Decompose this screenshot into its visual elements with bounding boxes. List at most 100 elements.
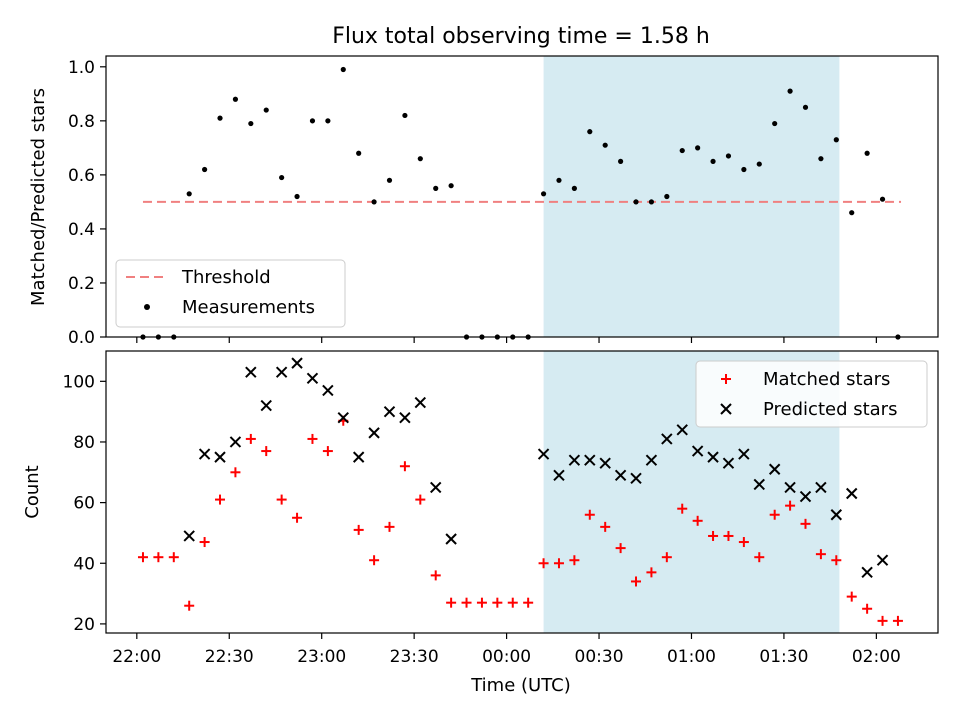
matched-star-point	[153, 552, 164, 563]
matched-star-point	[862, 603, 873, 614]
predicted-star-point	[738, 448, 750, 460]
predicted-star-point-b	[306, 372, 319, 384]
measurement-point	[879, 196, 886, 202]
measurement-point	[556, 177, 562, 183]
predicted-star-point	[830, 509, 843, 521]
predicted-star-point-b	[275, 366, 288, 378]
measurement-point	[386, 177, 393, 183]
predicted-star-point	[799, 490, 812, 503]
count-y-axis-label: Count	[22, 465, 43, 518]
matched-star-point	[677, 503, 688, 514]
predicted-star-point	[584, 454, 596, 466]
measurement-point	[695, 145, 701, 151]
predicted-star-point-b	[553, 469, 565, 482]
measurement-point	[710, 158, 716, 164]
predicted-star-point	[661, 433, 673, 445]
count-x-axis: 22:00 22:30 23:00 23:30 00:00 00:30 01:00 01:30…	[112, 633, 901, 667]
predicted-star-point	[876, 554, 889, 566]
measurement-point	[294, 193, 300, 200]
matched-star-point	[369, 555, 380, 566]
count-y-tick-label: 40	[73, 554, 95, 574]
predicted-star-point-b	[183, 530, 195, 542]
predicted-star-point	[614, 469, 627, 482]
measurement-point	[340, 66, 346, 73]
predicted-star-point	[676, 424, 688, 436]
ratio-y-tick-label: 0.8	[68, 112, 95, 132]
predicted-star-point	[553, 469, 565, 482]
measurement-point	[263, 107, 269, 113]
measurement-point	[540, 191, 547, 197]
legend-predicted-label: Predicted stars	[763, 399, 897, 420]
predicted-star-point-b	[337, 412, 349, 424]
measurement-point	[309, 118, 316, 124]
legend-threshold-label: Threshold	[181, 267, 271, 288]
matched-star-point	[646, 567, 657, 578]
matched-star-point	[754, 552, 765, 563]
count-plot-frame	[105, 350, 939, 634]
predicted-star-point	[430, 481, 442, 494]
predicted-star-point-b	[722, 457, 735, 469]
count-x-tick-label: 01:00	[667, 647, 716, 667]
matched-star-point	[661, 552, 672, 563]
predicted-star-point-b	[815, 481, 827, 494]
ratio-legend: Threshold Measurements	[115, 259, 346, 328]
count-panel: 20 40 60 80 100 22:00 22:30 23:00 23:30 00:00 00:…	[22, 350, 939, 696]
matched-star-point	[168, 552, 179, 563]
predicted-star-point	[784, 481, 796, 494]
measurement-point	[248, 120, 254, 127]
matched-star-point	[215, 494, 226, 505]
predicted-star-point-b	[584, 454, 596, 466]
observing-window-highlight	[543, 56, 840, 337]
count-x-tick-label: 23:00	[297, 647, 346, 667]
count-y-tick-label: 80	[73, 433, 95, 453]
matched-star-point	[199, 537, 210, 548]
matched-star-point	[600, 521, 611, 532]
predicted-star-point-b	[645, 454, 658, 466]
predicted-star-point	[414, 396, 427, 409]
predicted-star-point-b	[630, 472, 642, 485]
predicted-star-point-b	[383, 405, 396, 418]
legend-predicted-marker-b	[720, 403, 732, 415]
predicted-star-point-b	[537, 448, 550, 460]
ratio-legend-box	[115, 259, 346, 328]
measurement-point	[802, 104, 809, 110]
measurement-point	[756, 161, 762, 167]
predicted-star-point	[306, 372, 319, 384]
predicted-star-point-b	[846, 487, 858, 500]
predicted-star-point	[846, 487, 858, 500]
matched-star-point	[461, 597, 472, 608]
count-y-tick-label: 100	[63, 372, 95, 392]
measurement-point	[818, 156, 824, 162]
matched-star-point	[615, 543, 626, 554]
count-x-tick-label: 22:30	[205, 647, 254, 667]
measurement-point	[772, 120, 778, 127]
matched-star-point	[584, 509, 595, 520]
matched-star-point	[785, 500, 796, 511]
legend-matched-label: Matched stars	[763, 369, 890, 390]
ratio-y-tick-label: 0.0	[68, 328, 95, 348]
predicted-star-point-b	[229, 436, 242, 448]
predicted-star-point	[815, 481, 827, 494]
matched-star-point	[831, 555, 842, 566]
legend-matched-swatch	[721, 374, 731, 384]
matched-star-point	[353, 524, 364, 535]
matched-star-point	[723, 530, 734, 541]
matched-star-point	[892, 615, 903, 626]
measurement-point	[232, 96, 239, 102]
matched-star-point	[846, 591, 857, 602]
predicted-star-point	[707, 451, 719, 463]
ratio-y-axis: 0.0 0.2 0.4 0.6 0.8 1.0	[68, 58, 106, 348]
matched-star-point	[261, 446, 272, 457]
predicted-star-point	[291, 357, 303, 369]
measurement-point	[787, 88, 793, 94]
predicted-star-point-b	[245, 366, 257, 378]
count-x-tick-label: 00:30	[575, 647, 624, 667]
predicted-star-point	[691, 445, 704, 457]
matched-star-point	[708, 530, 719, 541]
legend-predicted-marker	[720, 403, 732, 415]
measurement-points	[140, 66, 901, 340]
predicted-star-point-b	[753, 478, 765, 491]
predicted-star-point	[198, 448, 211, 460]
predicted-star-point-b	[676, 424, 688, 436]
matched-star-point	[446, 597, 457, 608]
